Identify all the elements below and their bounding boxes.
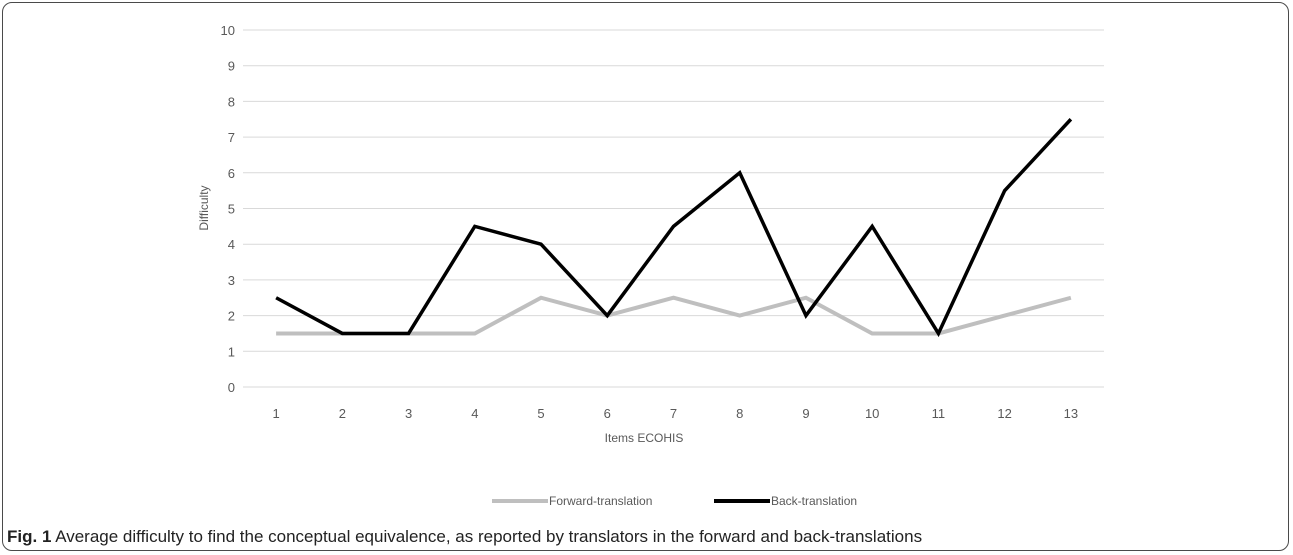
y-tick-label: 10 — [221, 23, 235, 38]
gridlines — [243, 29, 1104, 388]
x-axis-ticks: 1 2 3 4 5 6 7 8 9 10 11 12 13 — [272, 406, 1078, 421]
x-tick-label: 12 — [997, 406, 1011, 421]
x-tick-label: 5 — [537, 406, 544, 421]
x-tick-label: 13 — [1064, 406, 1078, 421]
y-tick-label: 4 — [228, 237, 235, 252]
y-tick-label: 5 — [228, 202, 235, 217]
x-tick-label: 1 — [272, 406, 279, 421]
x-tick-label: 9 — [802, 406, 809, 421]
y-tick-label: 7 — [228, 130, 235, 145]
x-tick-label: 11 — [932, 406, 946, 421]
y-tick-label: 8 — [228, 94, 235, 109]
legend-label: Forward-translation — [549, 494, 652, 508]
y-tick-label: 0 — [228, 380, 235, 395]
caption-label: Fig. 1 — [7, 527, 52, 546]
x-tick-label: 6 — [604, 406, 611, 421]
caption-text: Average difficulty to find the conceptua… — [51, 527, 923, 546]
y-tick-label: 9 — [228, 59, 235, 74]
y-axis-label: Difficulty — [197, 185, 211, 230]
legend: Forward-translation Back-translation — [492, 494, 857, 508]
x-tick-label: 7 — [670, 406, 677, 421]
series-lines — [275, 118, 1073, 338]
y-tick-label: 6 — [228, 166, 235, 181]
y-tick-label: 1 — [228, 344, 235, 359]
x-tick-label: 10 — [865, 406, 879, 421]
x-axis-label: Items ECOHIS — [605, 431, 684, 445]
y-tick-label: 2 — [228, 309, 235, 324]
x-tick-label: 8 — [736, 406, 743, 421]
legend-label: Back-translation — [771, 494, 857, 508]
figure-caption: Fig. 1 Average difficulty to find the co… — [7, 527, 922, 547]
x-tick-label: 3 — [405, 406, 412, 421]
x-tick-label: 2 — [339, 406, 346, 421]
y-tick-label: 3 — [228, 273, 235, 288]
y-axis-ticks: 0 1 2 3 4 5 6 7 8 9 10 — [221, 23, 235, 395]
x-tick-label: 4 — [471, 406, 478, 421]
series-line-back-translation — [275, 118, 1073, 338]
